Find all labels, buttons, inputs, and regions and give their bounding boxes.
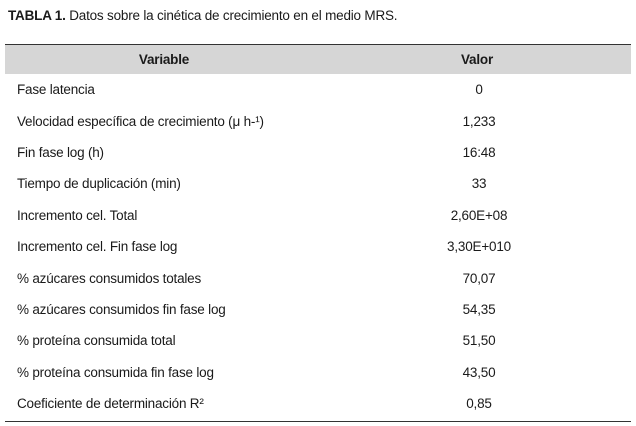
cell-variable: % proteína consumida total bbox=[17, 333, 176, 349]
cell-valor: 1,233 bbox=[462, 113, 496, 129]
cell-valor: 16:48 bbox=[462, 144, 496, 160]
table-row: Incremento cel. Total 2,60E+08 bbox=[5, 200, 631, 231]
data-table: Variable Valor Fase latencia 0 Velocidad… bbox=[5, 44, 631, 423]
cell-variable: % azúcares consumidos fin fase log bbox=[17, 301, 226, 317]
table-row: % azúcares consumidos fin fase log 54,35 bbox=[5, 294, 631, 325]
table-header: Variable Valor bbox=[5, 45, 631, 74]
cell-valor: 33 bbox=[471, 176, 487, 192]
table-caption: TABLA 1. Datos sobre la cinética de crec… bbox=[8, 8, 398, 23]
cell-valor: 3,30E+010 bbox=[447, 239, 511, 255]
cell-variable: % azúcares consumidos totales bbox=[17, 270, 202, 286]
column-header-valor: Valor bbox=[460, 52, 494, 67]
table-row: % azúcares consumidos totales 70,07 bbox=[5, 262, 631, 293]
cell-valor: 51,50 bbox=[462, 333, 496, 349]
cell-variable: Incremento cel. Total bbox=[17, 207, 138, 223]
table-row: % proteína consumida total 51,50 bbox=[5, 325, 631, 356]
cell-variable: % proteína consumida fin fase log bbox=[17, 364, 214, 380]
cell-variable: Coeficiente de determinación R² bbox=[17, 396, 204, 412]
table-caption-text: Datos sobre la cinética de crecimiento e… bbox=[65, 8, 398, 23]
table-caption-label: TABLA 1. bbox=[8, 8, 66, 23]
table-row: % proteína consumida fin fase log 43,50 bbox=[5, 357, 631, 388]
cell-variable: Tiempo de duplicación (min) bbox=[17, 176, 181, 192]
table-row: Incremento cel. Fin fase log 3,30E+010 bbox=[5, 231, 631, 262]
cell-variable: Incremento cel. Fin fase log bbox=[17, 239, 178, 255]
table-row: Tiempo de duplicación (min) 33 bbox=[5, 168, 631, 199]
table-bottom-rule bbox=[5, 421, 631, 423]
cell-valor: 70,07 bbox=[462, 270, 496, 286]
table-body: Fase latencia 0 Velocidad específica de … bbox=[5, 74, 631, 419]
cell-valor: 0 bbox=[475, 82, 483, 98]
table-row: Velocidad específica de crecimiento (μ h… bbox=[5, 105, 631, 136]
table-row: Fin fase log (h) 16:48 bbox=[5, 137, 631, 168]
table-row: Coeficiente de determinación R² 0,85 bbox=[5, 388, 631, 419]
cell-valor: 2,60E+08 bbox=[450, 207, 508, 223]
cell-variable: Velocidad específica de crecimiento (μ h… bbox=[17, 113, 264, 129]
table-top-rule bbox=[5, 44, 631, 45]
cell-valor: 54,35 bbox=[462, 301, 496, 317]
cell-variable: Fin fase log (h) bbox=[17, 144, 104, 160]
table-row: Fase latencia 0 bbox=[5, 74, 631, 105]
cell-variable: Fase latencia bbox=[17, 82, 95, 98]
cell-valor: 0,85 bbox=[466, 396, 492, 412]
cell-valor: 43,50 bbox=[462, 364, 496, 380]
column-header-variable: Variable bbox=[138, 52, 190, 67]
